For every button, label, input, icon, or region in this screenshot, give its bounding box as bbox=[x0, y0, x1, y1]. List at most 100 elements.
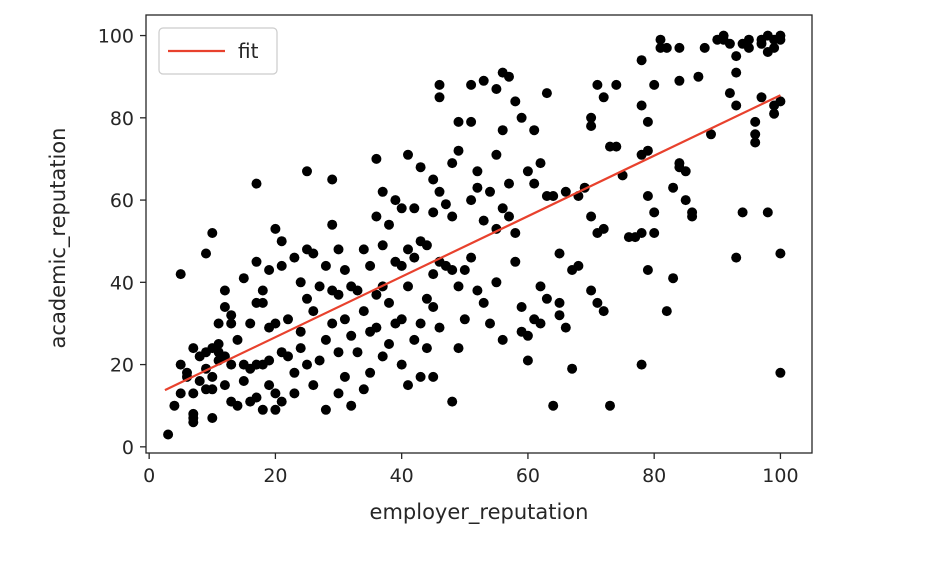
data-point bbox=[750, 129, 761, 140]
data-point bbox=[680, 166, 691, 177]
y-tick-label: 100 bbox=[98, 26, 134, 48]
data-point bbox=[642, 145, 653, 156]
data-point bbox=[434, 79, 445, 90]
data-point bbox=[756, 92, 767, 103]
data-point bbox=[188, 343, 199, 354]
data-point bbox=[358, 244, 369, 255]
data-point bbox=[188, 388, 199, 399]
data-point bbox=[510, 256, 521, 267]
data-point bbox=[320, 404, 331, 415]
data-point bbox=[245, 318, 256, 329]
data-point bbox=[333, 244, 344, 255]
data-point bbox=[636, 100, 647, 111]
data-point bbox=[377, 351, 388, 362]
data-point bbox=[567, 363, 578, 374]
data-point bbox=[320, 334, 331, 345]
data-point bbox=[333, 388, 344, 399]
data-point bbox=[516, 302, 527, 312]
data-point bbox=[207, 371, 218, 382]
data-point bbox=[365, 260, 376, 271]
data-point bbox=[358, 384, 369, 395]
data-point bbox=[371, 289, 382, 300]
data-point bbox=[472, 166, 483, 177]
data-point bbox=[535, 318, 546, 329]
data-point bbox=[270, 318, 281, 329]
x-axis-ticks: 0 20 40 60 80 100 bbox=[143, 453, 799, 487]
data-point bbox=[219, 302, 230, 312]
data-point bbox=[453, 116, 464, 127]
y-axis-ticks: 0 20 40 60 80 100 bbox=[98, 26, 146, 459]
data-point bbox=[680, 195, 691, 206]
data-point bbox=[661, 306, 672, 317]
data-point bbox=[219, 380, 230, 391]
data-point bbox=[706, 129, 716, 140]
data-point bbox=[283, 351, 293, 362]
data-point bbox=[769, 42, 780, 53]
data-point bbox=[491, 277, 502, 288]
data-point bbox=[320, 260, 331, 271]
data-point bbox=[743, 34, 754, 45]
data-point bbox=[731, 51, 742, 62]
data-point bbox=[403, 149, 413, 160]
data-point bbox=[466, 116, 477, 127]
data-point bbox=[232, 400, 243, 411]
data-point bbox=[226, 359, 237, 370]
data-point bbox=[693, 71, 704, 82]
data-point bbox=[207, 413, 218, 423]
data-point bbox=[257, 285, 268, 296]
data-point bbox=[308, 248, 319, 259]
data-point bbox=[554, 297, 565, 308]
data-point bbox=[522, 166, 533, 177]
data-point bbox=[440, 199, 451, 210]
data-point bbox=[295, 277, 306, 288]
data-point bbox=[226, 318, 237, 329]
data-point bbox=[384, 339, 394, 349]
data-point bbox=[264, 265, 275, 275]
data-point bbox=[434, 92, 445, 103]
data-point bbox=[226, 310, 237, 321]
data-point bbox=[598, 306, 609, 317]
data-point bbox=[396, 359, 407, 370]
data-point bbox=[743, 42, 754, 53]
data-point bbox=[434, 322, 445, 333]
data-point bbox=[358, 306, 369, 317]
data-point bbox=[232, 334, 243, 345]
data-point bbox=[396, 260, 407, 271]
data-point bbox=[289, 388, 300, 399]
data-point bbox=[649, 79, 660, 90]
data-point bbox=[510, 96, 521, 107]
data-point bbox=[213, 339, 224, 349]
data-point bbox=[775, 34, 786, 45]
data-point bbox=[762, 207, 773, 218]
data-point bbox=[415, 318, 426, 329]
data-point bbox=[365, 367, 376, 378]
data-point bbox=[586, 211, 597, 222]
x-tick-label: 80 bbox=[642, 465, 666, 487]
data-point bbox=[264, 380, 275, 391]
data-point bbox=[642, 191, 653, 201]
data-point bbox=[251, 256, 262, 267]
data-point bbox=[409, 252, 420, 263]
data-point bbox=[403, 380, 413, 391]
data-point bbox=[421, 240, 432, 251]
data-point bbox=[592, 297, 603, 308]
data-point bbox=[541, 88, 552, 99]
data-point bbox=[201, 248, 211, 259]
data-point bbox=[251, 178, 262, 189]
data-point bbox=[453, 343, 464, 354]
data-point bbox=[396, 314, 407, 325]
data-point bbox=[163, 429, 174, 440]
data-point bbox=[409, 203, 420, 214]
data-point bbox=[251, 392, 262, 403]
data-point bbox=[390, 195, 401, 206]
data-point bbox=[466, 195, 477, 206]
y-tick-label: 0 bbox=[122, 437, 134, 459]
data-point bbox=[769, 108, 780, 119]
data-point bbox=[649, 207, 660, 218]
data-point bbox=[668, 182, 679, 193]
data-point bbox=[750, 137, 761, 148]
data-point bbox=[661, 42, 672, 53]
data-point bbox=[194, 376, 205, 386]
data-point bbox=[636, 359, 647, 370]
data-point bbox=[687, 211, 698, 222]
